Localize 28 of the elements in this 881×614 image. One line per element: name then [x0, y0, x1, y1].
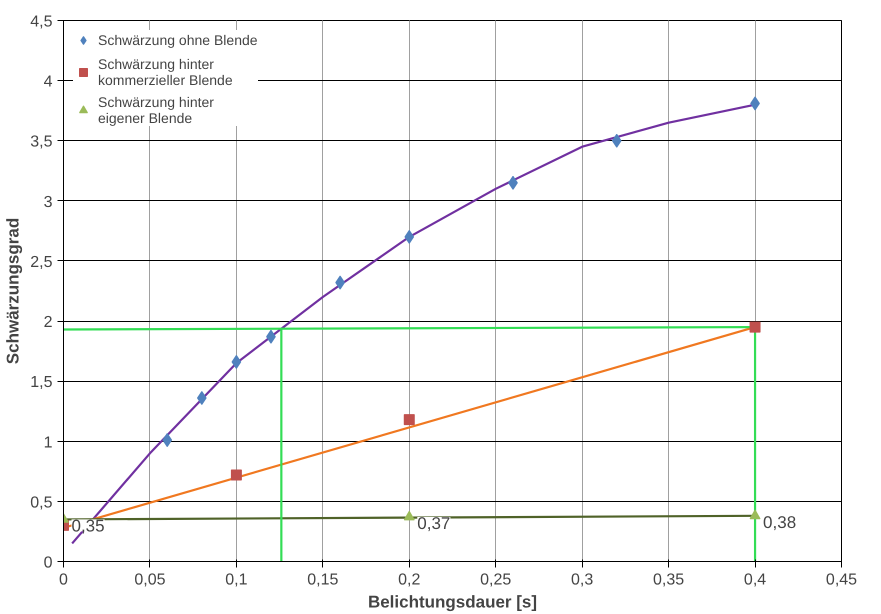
x-tick-label: 0,1 [225, 572, 248, 588]
y-tick-label: 1 [44, 434, 53, 452]
x-tick-label: 0,2 [398, 572, 420, 588]
y-tick-label: 4,5 [30, 14, 53, 30]
legend-label: Schwärzung ohne Blende [98, 32, 258, 48]
y-tick-label: 1,5 [30, 374, 53, 392]
y-tick-label: 0 [44, 554, 53, 572]
legend-label: Schwärzung hinter eigener Blende [98, 94, 214, 126]
data-label: 0,37 [417, 514, 450, 534]
y-tick-label: 2 [44, 314, 53, 332]
x-tick-label: 0,35 [653, 572, 684, 588]
x-tick-label: 0,15 [307, 572, 339, 588]
x-tick-label: 0,45 [826, 572, 858, 588]
y-tick-label: 4 [44, 74, 53, 91]
data-label: 0,35 [72, 516, 105, 536]
x-tick-label: 0,25 [480, 572, 512, 588]
x-tick-label: 0,05 [134, 572, 166, 588]
legend-label: Schwärzung hinter kommerzieller Blende [98, 56, 233, 88]
x-tick-label: 0 [59, 572, 68, 588]
data-label: 0,38 [763, 512, 796, 532]
y-tick-label: 0,5 [30, 494, 53, 512]
x-tick-label: 0,3 [571, 572, 594, 588]
x-axis-title: Belichtungsdauer [s] [368, 592, 538, 612]
y-tick-label: 2,5 [30, 254, 53, 271]
y-axis-title: Schwärzungsgrad [3, 218, 22, 364]
x-tick-label: 0,4 [744, 572, 766, 588]
y-tick-label: 3 [44, 194, 53, 211]
y-tick-label: 3,5 [30, 134, 53, 151]
